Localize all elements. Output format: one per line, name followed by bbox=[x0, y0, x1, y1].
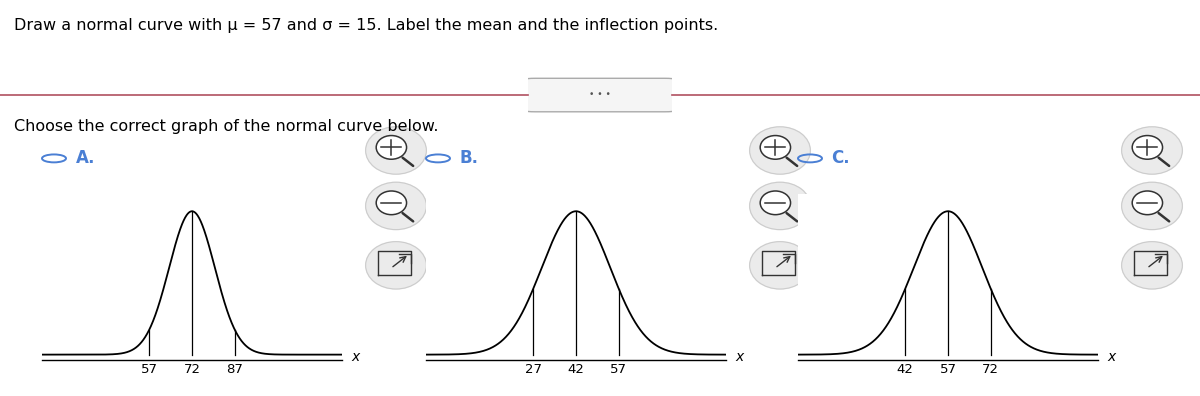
Circle shape bbox=[1122, 127, 1182, 174]
Text: A.: A. bbox=[76, 149, 95, 168]
Circle shape bbox=[761, 191, 791, 215]
Text: Draw a normal curve with μ = 57 and σ = 15. Label the mean and the inflection po: Draw a normal curve with μ = 57 and σ = … bbox=[14, 18, 719, 33]
Circle shape bbox=[750, 182, 810, 230]
Circle shape bbox=[750, 127, 810, 174]
Text: Choose the correct graph of the normal curve below.: Choose the correct graph of the normal c… bbox=[14, 119, 439, 134]
Circle shape bbox=[377, 135, 407, 159]
Circle shape bbox=[1122, 182, 1182, 230]
Circle shape bbox=[377, 191, 407, 215]
Circle shape bbox=[366, 127, 426, 174]
Text: x: x bbox=[736, 350, 744, 364]
Circle shape bbox=[1133, 191, 1163, 215]
Text: B.: B. bbox=[460, 149, 479, 168]
Text: x: x bbox=[352, 350, 360, 364]
Text: x: x bbox=[1108, 350, 1116, 364]
Text: • • •: • • • bbox=[589, 90, 611, 99]
Text: C.: C. bbox=[832, 149, 851, 168]
Circle shape bbox=[1133, 135, 1163, 159]
FancyBboxPatch shape bbox=[518, 78, 682, 112]
Circle shape bbox=[366, 242, 426, 289]
Circle shape bbox=[761, 135, 791, 159]
Circle shape bbox=[366, 182, 426, 230]
Circle shape bbox=[750, 242, 810, 289]
Circle shape bbox=[1122, 242, 1182, 289]
